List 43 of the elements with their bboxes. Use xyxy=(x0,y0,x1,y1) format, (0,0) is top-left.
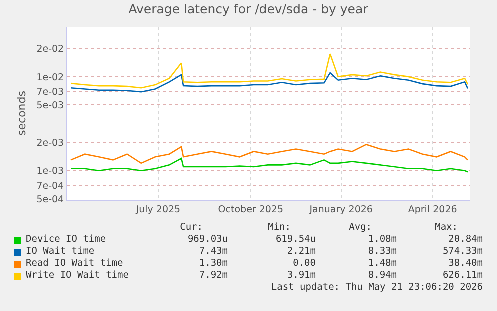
legend-label: Write IO Wait time xyxy=(26,270,129,282)
text: 7.92m xyxy=(199,270,228,281)
text: Avg: xyxy=(349,222,372,233)
text: 1.48m xyxy=(368,258,397,269)
y-tick-label: 1e-02 xyxy=(36,72,64,84)
text: 20.84m xyxy=(448,234,483,245)
legend-label: Device IO time xyxy=(26,234,106,246)
text: 38.40m xyxy=(448,258,483,269)
y-tick-label: 7e-04 xyxy=(36,180,64,192)
line-series xyxy=(70,158,469,173)
y-axis-title: seconds xyxy=(15,90,28,136)
text: 8.33m xyxy=(368,246,397,257)
x-tick-label: January 2026 xyxy=(308,204,373,216)
text: 0.00 xyxy=(293,258,316,269)
text: 2.21m xyxy=(287,246,316,257)
text: Max: xyxy=(435,222,458,233)
y-tick-label: 7e-03 xyxy=(36,86,64,98)
text: 3.91m xyxy=(287,270,316,281)
x-tick-label: October 2025 xyxy=(218,204,284,216)
text: Last update: Thu May 21 23:06:20 2026 xyxy=(271,282,483,293)
x-tick-label: July 2025 xyxy=(135,204,181,216)
text: Min: xyxy=(268,222,291,233)
line-series xyxy=(70,144,469,164)
text: 619.54u xyxy=(276,234,316,245)
text: 574.33m xyxy=(442,246,483,257)
text: 8.94m xyxy=(368,270,397,281)
y-tick-label: 2e-03 xyxy=(36,138,64,149)
text: Cur: xyxy=(180,222,203,233)
legend-label: IO Wait time xyxy=(26,246,95,258)
x-tick-label: April 2026 xyxy=(408,204,458,216)
line-series xyxy=(70,53,469,89)
text: 7.43m xyxy=(199,246,228,257)
y-tick-label: 2e-02 xyxy=(36,44,64,55)
text: 1.08m xyxy=(368,234,397,245)
chart-title: Average latency for /dev/sda - by year xyxy=(128,1,370,16)
line-series xyxy=(70,72,469,93)
y-tick-label: 1e-03 xyxy=(36,166,64,178)
legend-label: Read IO Wait time xyxy=(26,258,124,270)
y-tick-label: 5e-04 xyxy=(36,194,64,206)
text: 1.30m xyxy=(199,258,228,269)
y-tick-label: 5e-03 xyxy=(36,100,64,112)
text: 969.03u xyxy=(188,234,228,245)
text: 626.11m xyxy=(442,270,483,281)
